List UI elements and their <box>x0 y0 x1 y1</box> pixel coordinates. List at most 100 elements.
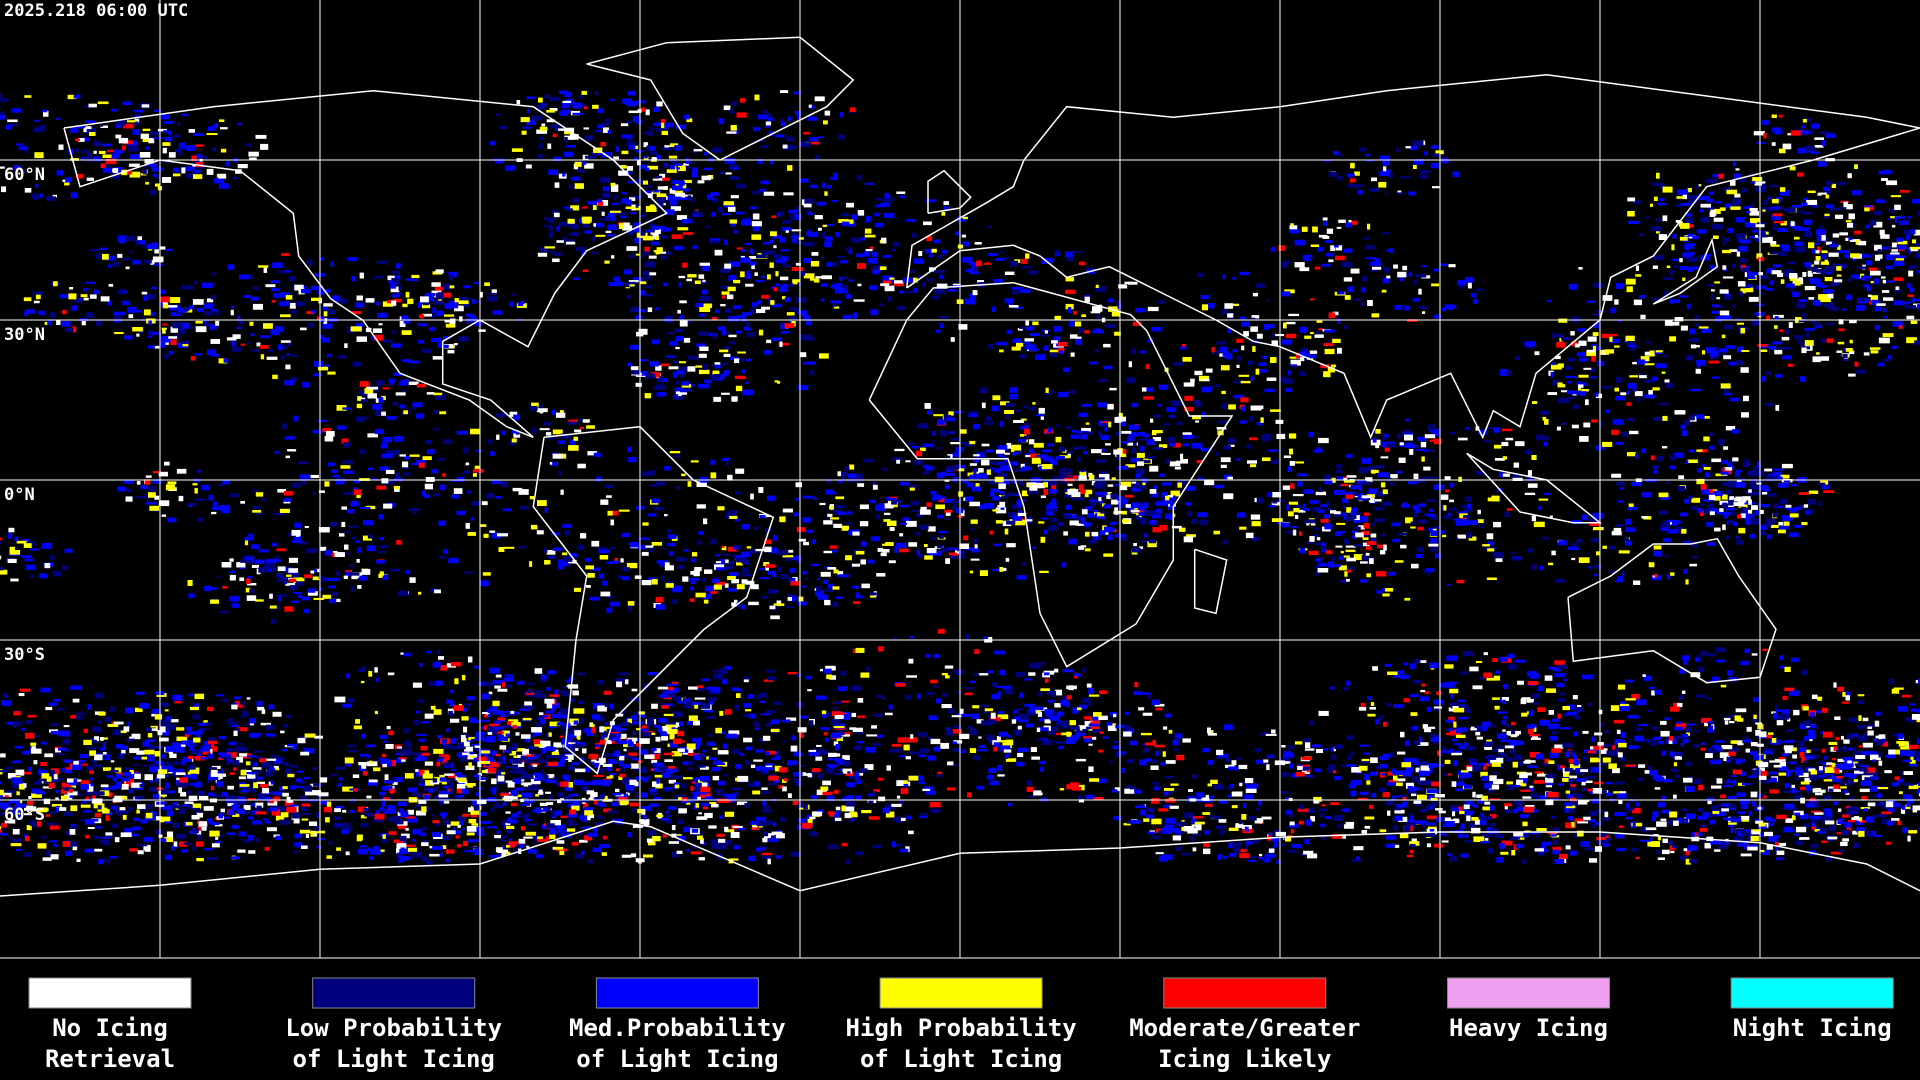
icing-speck <box>1781 463 1793 469</box>
icing-speck <box>1601 748 1608 754</box>
icing-speck <box>639 231 646 236</box>
icing-speck <box>276 594 288 597</box>
icing-speck <box>1478 429 1487 436</box>
icing-speck <box>10 578 19 582</box>
icing-speck <box>1088 361 1097 365</box>
icing-speck <box>1138 438 1148 441</box>
icing-speck <box>210 587 218 590</box>
icing-speck <box>301 596 310 601</box>
icing-speck <box>1058 721 1069 727</box>
icing-speck <box>792 555 801 561</box>
icing-speck <box>724 239 728 245</box>
icing-speck <box>728 341 736 345</box>
icing-speck <box>1347 569 1352 573</box>
icing-speck <box>357 834 363 841</box>
icing-speck <box>1321 547 1327 553</box>
icing-speck <box>1045 387 1049 394</box>
icing-speck <box>869 285 878 291</box>
icing-speck <box>792 238 798 244</box>
icing-speck <box>509 301 514 307</box>
icing-speck <box>1335 255 1345 261</box>
icing-speck <box>1334 744 1344 750</box>
icing-speck <box>1065 704 1070 708</box>
icing-speck <box>1012 338 1022 343</box>
icing-speck <box>187 580 193 586</box>
icing-speck <box>1148 539 1156 544</box>
icing-speck <box>186 790 192 795</box>
icing-speck <box>846 247 852 251</box>
icing-speck <box>1078 261 1085 266</box>
icing-speck <box>1782 143 1792 150</box>
icing-speck <box>973 468 977 475</box>
icing-speck <box>1548 666 1558 670</box>
icing-speck <box>207 778 211 783</box>
icing-speck <box>1642 674 1646 677</box>
icing-speck <box>1409 849 1414 854</box>
icing-speck <box>751 263 755 270</box>
icing-speck <box>686 118 693 123</box>
icing-speck <box>1725 715 1732 718</box>
icing-speck <box>1468 536 1477 541</box>
icing-speck <box>1794 246 1806 253</box>
icing-speck <box>597 108 603 113</box>
icing-speck <box>610 182 616 187</box>
icing-speck <box>0 93 3 100</box>
icing-speck <box>882 549 890 553</box>
icing-speck <box>1791 815 1796 821</box>
icing-speck <box>1228 444 1235 447</box>
icing-speck <box>1433 438 1442 445</box>
icing-speck <box>775 134 785 138</box>
icing-speck <box>828 262 838 267</box>
icing-speck <box>735 357 744 362</box>
icing-speck <box>49 554 55 560</box>
icing-speck <box>420 721 430 724</box>
icing-speck <box>672 775 683 779</box>
icing-speck <box>25 150 29 155</box>
icing-speck <box>680 165 686 171</box>
icing-speck <box>1511 558 1520 561</box>
icing-speck <box>1081 404 1091 407</box>
icing-speck <box>678 180 685 186</box>
icing-speck <box>1076 523 1084 526</box>
icing-speck <box>959 478 968 483</box>
icing-speck <box>1453 743 1462 746</box>
icing-speck <box>1757 461 1761 467</box>
icing-speck <box>1851 190 1862 196</box>
icing-speck <box>959 733 970 739</box>
icing-speck <box>899 548 909 553</box>
icing-speck <box>1069 320 1075 327</box>
icing-speck <box>1330 754 1336 760</box>
icing-speck <box>1281 291 1291 297</box>
icing-speck <box>483 752 488 758</box>
icing-speck <box>916 549 920 556</box>
icing-speck <box>1021 266 1031 269</box>
icing-speck <box>1534 835 1540 838</box>
icing-speck <box>1565 752 1571 758</box>
icing-speck <box>905 219 916 222</box>
icing-speck <box>1669 751 1674 757</box>
icing-speck <box>1479 819 1487 826</box>
icing-speck <box>852 312 858 319</box>
icing-speck <box>1024 678 1032 681</box>
icing-speck <box>803 241 815 247</box>
icing-speck <box>393 275 401 280</box>
icing-speck <box>1476 794 1483 798</box>
icing-speck <box>1826 762 1833 766</box>
icing-speck <box>1457 727 1468 732</box>
icing-speck <box>1500 739 1511 743</box>
icing-speck <box>945 473 955 476</box>
icing-speck <box>218 483 225 487</box>
icing-speck <box>1336 226 1342 229</box>
icing-speck <box>1844 812 1854 816</box>
icing-speck <box>935 329 941 333</box>
icing-speck <box>974 544 978 550</box>
icing-speck <box>1496 745 1507 749</box>
icing-speck <box>1152 430 1163 434</box>
icing-speck <box>1410 712 1418 716</box>
icing-speck <box>1544 758 1550 764</box>
icing-speck <box>692 167 699 174</box>
icing-speck <box>203 848 214 851</box>
icing-speck <box>1771 114 1777 118</box>
icing-speck <box>605 216 616 221</box>
icing-speck <box>617 201 621 206</box>
